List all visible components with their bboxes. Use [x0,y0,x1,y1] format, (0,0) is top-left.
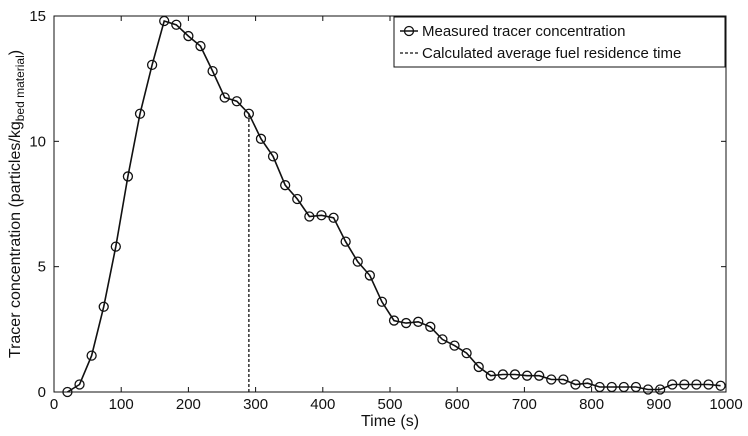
y-axis-label-subscript: bed material [13,55,27,121]
data-point [691,379,702,390]
data-point [461,347,472,359]
data-point [594,381,605,393]
data-point [74,379,85,390]
data-point [582,378,593,389]
data-point [509,369,521,380]
data-point [376,296,388,307]
series-line-measured [66,19,721,393]
x-tick-label: 0 [50,396,58,413]
x-tick-label: 500 [377,396,402,413]
data-point [183,30,194,42]
data-point [642,384,654,395]
legend: Measured tracer concentration Calculated… [393,16,726,68]
data-point [328,212,339,223]
data-point [473,361,484,373]
data-point [304,211,315,222]
data-point [679,379,690,390]
axes: 0 100 200 300 400 500 600 700 800 900 1000 0 5 10 15 [29,8,742,413]
y-axis-label-close: ) [7,50,24,55]
y-tick-label: 10 [29,133,46,150]
data-point [98,301,109,312]
data-point [207,65,218,77]
data-point [703,379,714,390]
data-point [546,374,557,385]
data-point [715,380,726,391]
legend-label-residence-time: Calculated average fuel residence time [422,45,681,62]
x-tick-label: 600 [445,396,470,413]
data-point [352,256,363,267]
x-tick-label: 400 [310,396,335,413]
data-point [86,350,97,361]
y-tick-label: 5 [38,259,46,276]
data-point [654,384,666,395]
legend-marker-measured [403,25,415,37]
data-point [364,270,375,281]
data-point [292,193,303,205]
x-tick-label: 700 [512,396,537,413]
y-tick-label: 15 [29,8,46,25]
data-point [267,151,279,162]
y-axis-label-main: Tracer concentration (particles/kg [7,121,24,358]
data-point [134,108,146,119]
x-tick-label: 800 [579,396,604,413]
data-point [110,241,121,252]
data-point [122,171,134,182]
data-point [195,40,206,52]
data-point [219,92,230,103]
data-point [570,379,581,390]
data-point [255,133,267,144]
data-point [534,370,545,381]
y-axis-label: Tracer concentration (particles/kgbed ma… [7,50,27,358]
data-point [485,370,496,381]
data-point [425,321,436,332]
data-point [243,108,255,119]
data-point [340,236,351,247]
data-point [667,379,678,390]
x-axis-label: Time (s) [361,413,419,430]
x-tick-label: 1000 [709,396,742,413]
data-point [388,315,400,326]
data-point [413,316,424,327]
x-tick-label: 100 [109,396,134,413]
x-tick-label: 300 [243,396,268,413]
legend-box [393,16,726,68]
data-point [171,19,182,30]
x-tick-label: 900 [646,396,671,413]
data-point [400,317,412,329]
data-point [558,374,569,385]
data-point [146,59,158,71]
y-tick-label: 0 [38,384,46,401]
data-point [159,15,170,27]
data-point [630,381,642,393]
data-point [521,370,533,381]
x-tick-label: 200 [176,396,201,413]
data-point [437,334,448,345]
data-point [280,180,291,191]
data-point [606,381,617,393]
data-point [316,210,327,221]
plot-area [62,15,726,398]
legend-label-measured: Measured tracer concentration [422,23,625,40]
data-point [449,340,460,351]
data-point [231,96,242,107]
data-point [618,381,630,393]
data-point [497,369,509,380]
